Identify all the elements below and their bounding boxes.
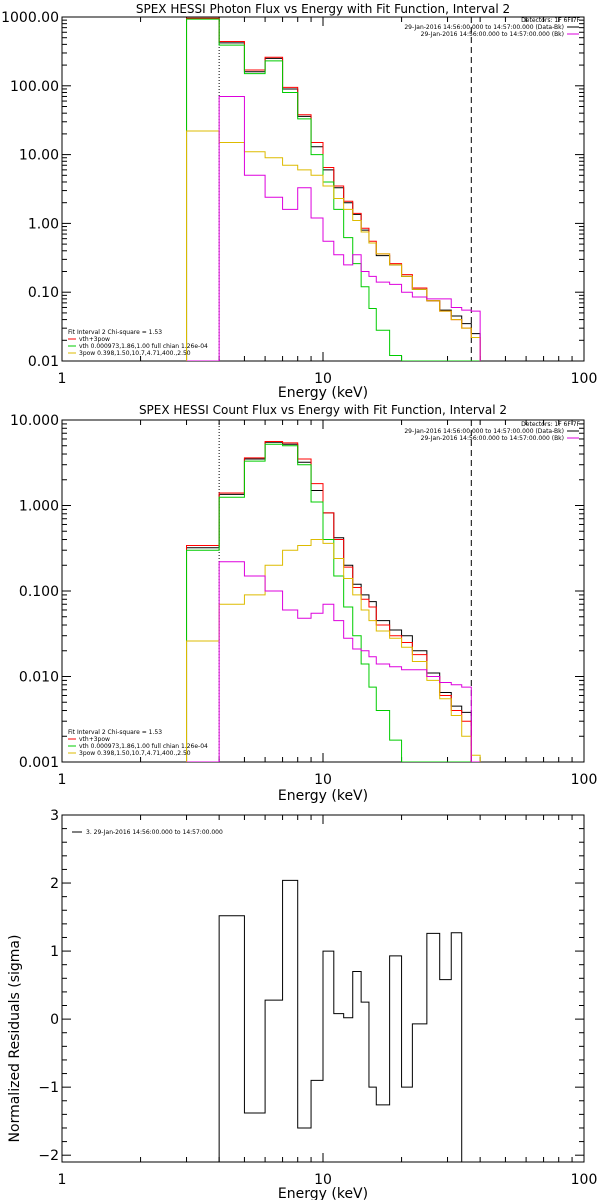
data-legend-text: 29-Jan-2016 14:56:00.000 to 14:57:00.000… [404,428,564,435]
x-tick-label: 1 [58,1172,67,1188]
data-legend-text: 29-Jan-2016 14:56:00.000 to 14:57:00.000… [404,24,564,31]
y-tick-label: 1.00 [28,216,59,232]
data-layer [186,17,481,361]
series-line-2 [186,18,481,361]
data-layer [218,879,472,1162]
data-legend-text: 29-Jan-2016 14:56:00.000 to 14:57:00.000… [421,435,564,442]
y-axis-label: Normalized Residuals (sigma) [7,935,23,1143]
data-layer [186,420,481,762]
chart-title: SPEX HESSI Count Flux vs Energy with Fit… [139,403,507,417]
fit-legend-text: vth 0.000973,1.86,1.00 full chian 1.26e-… [79,743,208,750]
detectors-label: Detectors: 1F 6F 7F [521,17,580,24]
y-tick-label: 1000.00 [1,10,59,26]
y-tick-label: 1.000 [19,499,59,515]
x-axis-label: Energy (keV) [278,788,368,804]
y-tick-label: 1 [50,944,59,960]
fit-legend-text: vth 0.000973,1.86,1.00 full chian 1.26e-… [79,343,208,350]
fit-legend-text: vth+3pow [79,736,110,743]
y-tick-label: −2 [38,1148,59,1164]
series-line-4 [186,95,481,361]
fit-legend-text: Fit Interval 2 Chi-square = 1.53 [68,329,162,336]
x-tick-label: 100 [571,1172,598,1188]
fit-legend-text: 3pow 0.398,1.50,10.7,4.71,400.,2.50 [79,750,191,757]
series-line-4 [186,561,481,762]
x-tick-label: 100 [571,371,598,387]
fit-legend-text: Fit Interval 2 Chi-square = 1.53 [68,729,162,736]
x-tick-label: 10 [314,772,332,788]
x-tick-label: 1 [58,371,67,387]
photon-flux-plot: 1 10 100 1000.00 100.00 10.00 1.00 0.10 0.01 SPEX… [1,2,597,401]
y-tick-label: 0.10 [28,285,59,301]
x-axis-label: Energy (keV) [278,385,368,401]
x-tick-label: 10 [314,1172,332,1188]
fit-legend-text: 3pow 0.398,1.50,10.7,4.71,400.,2.50 [79,350,191,357]
y-tick-label: 100.00 [10,79,59,95]
series-line-3 [186,539,481,762]
y-tick-label: 2 [50,876,59,892]
fit-legend-text: vth+3pow [79,336,110,343]
y-tick-label: 0.01 [28,354,59,370]
y-tick-label: 3 [50,808,59,824]
series-line-2 [186,443,481,762]
detectors-label: Detectors: 1F 6F 7F [521,421,580,428]
y-tick-label: −1 [38,1080,59,1096]
x-tick-label: 1 [58,772,67,788]
chart-title: SPEX HESSI Photon Flux vs Energy with Fi… [136,2,510,16]
residual-legend-text: 3. 29-Jan-2016 14:56:00.000 to 14:57:00.… [86,829,223,836]
y-tick-label: 10.000 [10,413,59,429]
y-tick-label: 0 [50,1012,59,1028]
x-axis-label: Energy (keV) [278,1186,368,1200]
y-tick-label: 0.010 [19,670,59,686]
x-tick-label: 10 [314,371,332,387]
series-line-0 [218,879,472,1162]
y-tick-label: 0.100 [19,584,59,600]
series-line-3 [186,130,481,361]
count-flux-plot: 1 10 100 10.000 1.000 0.100 0.010 0.001 SPEX HES… [10,403,597,804]
y-tick-label: 10.00 [19,148,59,164]
y-tick-label: 0.001 [19,755,59,771]
x-tick-label: 100 [571,772,598,788]
data-legend-text: 29-Jan-2016 14:56:00.000 to 14:57:00.000… [421,31,564,38]
